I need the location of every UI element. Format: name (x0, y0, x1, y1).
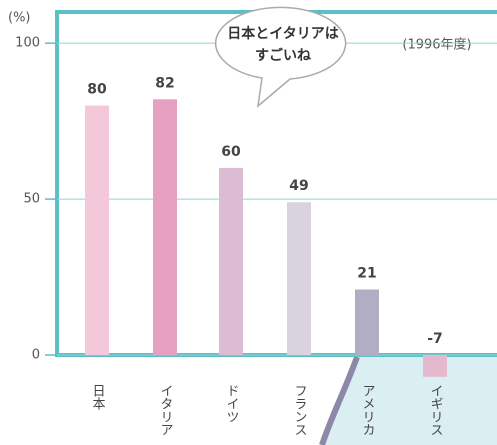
y-tick-label: 0 (32, 348, 40, 363)
value-label: 49 (289, 178, 308, 194)
x-tick-label: 日本 (90, 384, 106, 410)
bar (85, 105, 109, 355)
x-tick-label: イタリア (158, 384, 173, 436)
bar (219, 167, 243, 355)
bubble-line: 日本とイタリアは (227, 25, 338, 42)
bar (287, 202, 311, 355)
note: (1996年度) (402, 37, 471, 53)
divider-curve (319, 355, 360, 445)
y-unit: (%) (8, 11, 31, 26)
value-label: -7 (427, 331, 443, 347)
x-tick-label: アメリカ (360, 384, 375, 436)
plot: 0 50 100 80 日本 82 イタリア 60 ドイツ 49 フランス 21 アメリカ -7 イギリス (15, 36, 497, 436)
bubble-line: すごいね (255, 47, 311, 64)
value-label: 82 (155, 75, 174, 91)
value-label: 21 (357, 266, 376, 282)
value-label: 80 (87, 82, 107, 98)
bar (355, 289, 379, 355)
value-label: 60 (221, 144, 241, 160)
bottom-area (322, 357, 497, 445)
y-tick-label: 100 (15, 36, 40, 51)
speech-bubble (214, 6, 347, 108)
x-tick-label: フランス (292, 384, 307, 436)
x-tick-label: ドイツ (224, 384, 239, 423)
bar (423, 355, 447, 377)
x-tick-label: イギリス (428, 384, 443, 436)
y-tick-label: 50 (23, 192, 40, 207)
bar (153, 99, 177, 356)
